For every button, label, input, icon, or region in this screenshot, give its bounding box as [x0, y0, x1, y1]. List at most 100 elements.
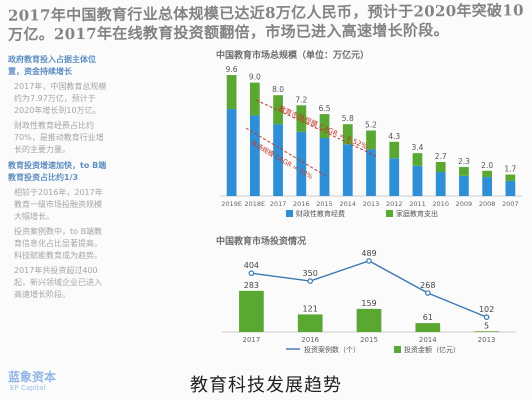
image-caption: 教育科技发展趋势	[190, 375, 342, 396]
watermark-sub: EP Capital	[10, 384, 46, 392]
chart2-legend-label: 投资金额（亿元）	[404, 345, 460, 354]
chart1-data-label: 9.0	[249, 73, 261, 82]
chart2-line-point	[248, 270, 255, 277]
chart1-bar-financial	[319, 138, 330, 196]
chart1-data-label: 2.3	[458, 157, 470, 166]
chart1-data-label: 4.3	[388, 132, 400, 141]
chart1-legend-label: 家庭教育支出	[396, 209, 438, 218]
chart1-data-label: 8.0	[272, 85, 284, 94]
chart1-bar-household	[482, 170, 493, 178]
chart1-data-label: 2.7	[435, 152, 447, 161]
chart1-title: 中国教育市场总规模（单位：万亿元）	[216, 51, 370, 61]
chart1-data-label: 9.6	[226, 65, 238, 74]
chart1-bar-household	[505, 174, 516, 181]
chart1-bar-financial	[459, 175, 469, 196]
chart2-title: 中国教育市场投资情况	[216, 237, 307, 247]
chart2-svg: 283 2017 121 2016 159 2015 61 2014 5 2013 404 350 48…	[222, 249, 516, 354]
left-section-2-title: 教育投资增速加快，to B端教育投资占比约1/3	[8, 161, 107, 182]
chart1-legend-swatch	[386, 210, 393, 217]
chart2-bar-label: 61	[423, 313, 433, 322]
chart1-tick-label: 2012	[386, 200, 403, 208]
chart2-bar-label: 5	[484, 321, 489, 330]
chart2-tick-label: 2015	[360, 336, 378, 344]
chart1-bar-household	[412, 153, 423, 166]
chart2-bar	[415, 323, 441, 332]
left-section-1-bullet: 2017年，中国教育总规模约为7.97万亿，预计于2020年增长到10万亿。	[14, 82, 107, 115]
chart1-bar-financial	[249, 115, 260, 196]
chart2-bar-label: 159	[361, 299, 376, 308]
chart1-legend-swatch	[286, 210, 293, 217]
chart1-svg: 9.6 2019E 9.0 2018E 8.0 2017 7.2 2016 6.5 2015 5.8…	[220, 65, 522, 218]
chart2-line-label: 404	[244, 261, 259, 270]
chart2-bar	[297, 314, 323, 332]
chart2-legend-swatch	[394, 346, 401, 353]
left-section-2-bullet: 相较于2016年，2017年教育一级市场投融资规模大幅增长。	[14, 188, 103, 221]
chart1-bar-household	[249, 82, 260, 116]
left-section-2-bullet: 2017年共投资超过400起，新兴领域企业已进入高速增长阶段。	[14, 266, 102, 299]
chart2-line-label: 102	[479, 305, 494, 314]
chart1-bar-financial	[389, 158, 400, 196]
chart1-bar-household	[389, 141, 400, 159]
chart2-bar	[239, 290, 264, 332]
chart2-bar-label: 121	[303, 304, 318, 313]
chart1-bar-household	[296, 105, 307, 132]
chart1-data-label: 7.2	[295, 95, 307, 104]
education-investment-chart: 中国教育市场投资情况 283 2017 121 2016 159 2015 61 2014 5 2…	[216, 234, 526, 360]
chart1-tick-label: 2010	[432, 200, 449, 208]
chart2-line-label: 489	[361, 249, 376, 258]
chart1-data-label: 5.2	[365, 120, 377, 129]
chart1-bar-household	[459, 167, 469, 176]
chart1-tick-label: 2017	[270, 200, 287, 208]
chart1-bar-financial	[342, 144, 353, 196]
chart1-bar-financial	[273, 124, 283, 196]
chart1-tick-label: 2013	[363, 200, 380, 208]
chart1-bar-financial	[226, 109, 237, 196]
chart2-bar	[356, 308, 382, 332]
chart1-bar-household	[226, 75, 237, 110]
report-left-column: 政府教育投入占据主体位置，资金持续增长 2017年，中国教育总规模约为7.97万…	[8, 50, 108, 366]
chart2-line-label: 350	[303, 269, 318, 278]
chart1-data-label: 1.7	[504, 165, 516, 174]
chart2-tick-label: 2013	[478, 336, 496, 344]
chart1-bar-financial	[296, 131, 307, 196]
chart2-tick-label: 2014	[419, 336, 437, 344]
chart1-tick-label: 2009	[456, 200, 473, 208]
chart1-bar-financial	[412, 165, 423, 196]
chart2-bar	[474, 331, 499, 332]
left-section-2-bullet: 投资案例数中，to B端教育信息化占比显著提高，科技赋能教育成为趋势。	[14, 227, 103, 260]
chart1-tick-label: 2016	[293, 200, 310, 208]
watermark-logo: 蓝象资本	[8, 370, 57, 384]
chart1-data-label: 2.0	[481, 161, 493, 170]
education-market-chart: 中国教育市场总规模（单位：万亿元） 9.6 2019E 9.0 2018E 8.0 201…	[216, 48, 526, 224]
chart2-line-point	[483, 314, 490, 320]
left-section-1-title: 政府教育投入占据主体位置，资金持续增长	[8, 55, 96, 76]
chart1-bar-household	[435, 161, 446, 173]
chart1-tick-label: 2007	[502, 200, 519, 208]
chart2-line-label: 268	[420, 281, 435, 290]
chart1-bar-household	[342, 124, 353, 145]
chart1-tick-label: 2011	[409, 200, 426, 208]
chart1-data-label: 3.4	[411, 143, 423, 152]
chart1-legend-label: 财政性教育经费	[296, 209, 345, 218]
chart2-line-point	[425, 290, 431, 296]
chart2-legend-label: 投资案例数（个）	[304, 345, 360, 354]
chart1-bar-financial	[482, 177, 493, 196]
chart1-data-label: 5.8	[342, 114, 354, 123]
chart2-line-point	[366, 258, 372, 264]
chart1-tick-label: 2018E	[245, 200, 266, 208]
chart1-data-label: 6.5	[319, 104, 331, 113]
chart1-tick-label: 2015	[316, 200, 333, 208]
report-headline: 2017年中国教育行业总体规模已达近8万亿人民币，预计于2020年突破10万亿。…	[7, 1, 524, 44]
chart2-line-series	[251, 260, 487, 318]
chart1-bar-financial	[366, 149, 376, 196]
chart1-bar-financial	[435, 172, 446, 196]
chart2-tick-label: 2017	[242, 336, 260, 344]
chart2-tick-label: 2016	[301, 336, 319, 344]
chart1-tick-label: 2014	[339, 200, 356, 208]
chart1-cagr-arrow	[255, 99, 377, 157]
chart1-bar-household	[366, 130, 376, 150]
chart1-tick-label: 2019E	[221, 200, 242, 208]
chart1-bar-financial	[505, 180, 516, 196]
chart1-bar-household	[319, 114, 330, 139]
